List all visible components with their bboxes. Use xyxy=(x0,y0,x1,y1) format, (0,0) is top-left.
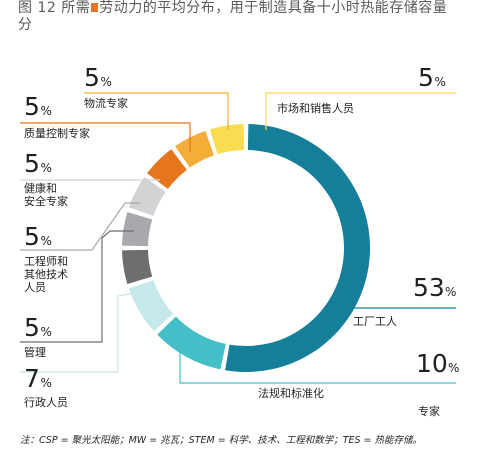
donut-slice-1 xyxy=(157,316,226,370)
leader-line-6 xyxy=(20,122,191,152)
leader-line-3 xyxy=(20,230,134,343)
category-label-8-0: 市场和销售人员 xyxy=(277,101,354,115)
percent-sign-7: % xyxy=(101,75,112,89)
category-label-4-0: 工程师和 xyxy=(24,255,68,268)
category-label-1-1: 专家 xyxy=(418,404,440,418)
value-label-7: 5 xyxy=(84,63,100,92)
donut-slice-0 xyxy=(225,124,370,372)
value-label-2: 7 xyxy=(24,364,40,393)
percent-sign-8: % xyxy=(435,75,446,89)
percent-sign-3: % xyxy=(41,325,52,339)
category-label-4-2: 人员 xyxy=(24,281,46,294)
value-label-0: 53 xyxy=(413,273,445,302)
category-label-5-0: 健康和 xyxy=(24,181,57,195)
value-label-6: 5 xyxy=(24,92,40,121)
category-label-5-1: 安全专家 xyxy=(24,194,68,208)
value-label-8: 5 xyxy=(418,63,434,92)
category-label-0-0: 工厂工人 xyxy=(353,315,397,328)
leader-line-7 xyxy=(84,92,229,130)
leader-line-4 xyxy=(20,202,140,251)
category-label-2-0: 行政人员 xyxy=(24,395,68,409)
donut-slice-5 xyxy=(128,177,166,216)
donut-slice-3 xyxy=(122,249,153,285)
value-label-3: 5 xyxy=(24,313,40,342)
title-suffix: 劳动力的平均分布，用于制造具备十小时热能存储容量 xyxy=(99,0,448,16)
donut-slice-2 xyxy=(128,280,174,332)
leader-line-8 xyxy=(265,92,456,130)
donut-slice-8 xyxy=(209,124,245,155)
category-label-6-0: 质量控制专家 xyxy=(24,126,90,140)
category-label-1-0: 法规和标准化 xyxy=(258,386,324,400)
value-label-5: 5 xyxy=(24,149,40,178)
percent-sign-6: % xyxy=(41,104,52,118)
chart-title: 图 12 所需 劳动力的平均分布，用于制造具备十小时热能存储容量 分 xyxy=(18,0,480,34)
value-label-1: 10 xyxy=(416,349,448,378)
category-label-4-1: 其他技术 xyxy=(24,268,68,281)
title-line2: 分 xyxy=(18,17,33,33)
leader-line-1 xyxy=(179,350,456,384)
leader-line-2 xyxy=(20,291,141,373)
percent-sign-2: % xyxy=(41,376,52,390)
donut-slice-7 xyxy=(175,130,214,168)
value-label-4: 5 xyxy=(24,222,40,251)
title-prefix: 图 12 所需 xyxy=(18,0,91,16)
percent-sign-4: % xyxy=(41,234,52,248)
chart-note: 注：CSP = 聚光太阳能；MW = 兆瓦；STEM = 科学、技术、工程和数学… xyxy=(20,435,423,446)
donut-slice-4 xyxy=(122,211,153,247)
title-mark xyxy=(91,3,99,12)
percent-sign-1: % xyxy=(448,361,459,375)
percent-sign-5: % xyxy=(41,161,52,175)
percent-sign-0: % xyxy=(445,285,456,299)
category-label-7-0: 物流专家 xyxy=(84,96,128,110)
category-label-3-0: 管理 xyxy=(24,345,46,359)
donut-slice-6 xyxy=(147,149,187,189)
leader-line-0 xyxy=(351,302,456,309)
